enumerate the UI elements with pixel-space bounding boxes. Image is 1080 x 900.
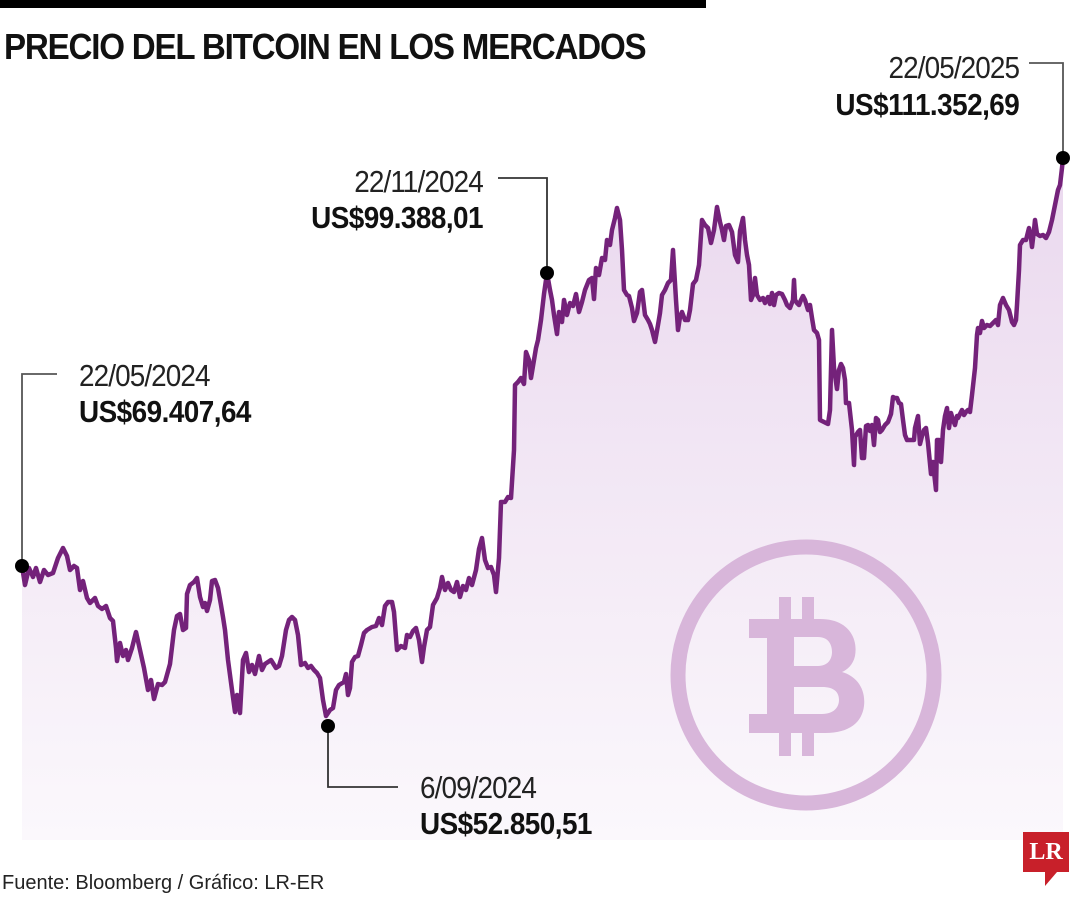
leader-line-nov [498,177,548,273]
annotation-end-value: US$111.352,69 [835,87,1019,122]
leader-line-end [1029,62,1064,158]
leader-line-low [327,726,398,788]
annotation-start-date: 22/05/2024 [79,358,211,393]
annotation-low-date: 6/09/2024 [420,770,537,805]
source-note: Fuente: Bloomberg / Gráfico: LR-ER [2,872,325,894]
marker-start [15,559,29,573]
lr-logo: LR [1023,832,1069,872]
lr-logo-tail [1045,872,1057,886]
price-area [22,158,1063,840]
bitcoin-icon [670,539,942,811]
marker-end [1056,151,1070,165]
price-line [19,155,1066,719]
leader-line-start [21,373,57,566]
annotation-nov-date: 22/11/2024 [354,164,483,199]
annotation-nov-value: US$99.388,01 [311,200,483,235]
annotation-low-value: US$52.850,51 [420,806,592,841]
chart-title: PRECIO DEL BITCOIN EN LOS MERCADOS [4,26,647,67]
top-rule [0,0,706,8]
annotation-start-value: US$69.407,64 [79,394,251,429]
annotation-end-date: 22/05/2025 [888,50,1020,85]
marker-low [321,719,335,733]
marker-nov [540,266,554,280]
